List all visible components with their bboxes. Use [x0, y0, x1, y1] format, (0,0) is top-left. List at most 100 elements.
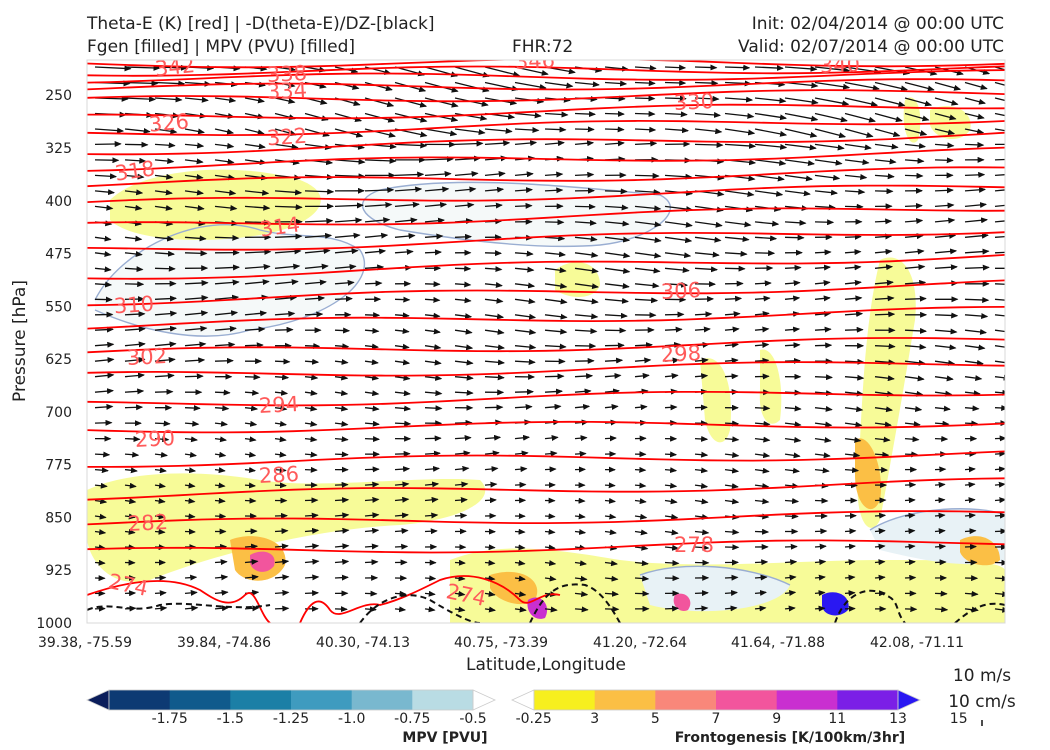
- wind-vector: [244, 482, 256, 489]
- wind-vector: [604, 220, 630, 227]
- wind-vector: [874, 248, 893, 255]
- wind-vector: [484, 313, 505, 320]
- wind-vector: [694, 95, 720, 102]
- wind-vector: [784, 65, 818, 72]
- wind-vector: [604, 140, 625, 147]
- wind-vector: [694, 236, 722, 243]
- wind-vector: [424, 281, 441, 288]
- wind-vector: [394, 328, 410, 335]
- wind-vector: [454, 606, 466, 613]
- wind-vector: [394, 527, 409, 534]
- wind-vector: [664, 127, 689, 134]
- wind-vector: [424, 201, 448, 208]
- wind-vector: [814, 528, 828, 535]
- wind-vector: [274, 233, 303, 240]
- x-axis-label: Latitude,Longitude: [466, 655, 626, 675]
- wind-vector: [304, 358, 320, 365]
- wind-vector: [424, 171, 452, 178]
- wind-vector: [244, 248, 272, 255]
- wind-vector: [424, 450, 441, 457]
- filled-region: [700, 358, 731, 443]
- wind-vector: [394, 405, 412, 412]
- wind-vector: [274, 189, 303, 196]
- wind-vector: [754, 235, 778, 242]
- wind-vector: [844, 543, 856, 550]
- wind-vector: [514, 606, 527, 613]
- theta-e-contour: [87, 231, 1005, 251]
- wind-vector: [904, 128, 928, 136]
- wind-vector: [274, 420, 287, 427]
- wind-vector: [184, 373, 204, 380]
- wind-vector: [334, 279, 355, 286]
- wind-vector: [664, 95, 687, 102]
- wind-vector: [934, 435, 949, 442]
- wind-vector: [964, 313, 989, 320]
- wind-vector: [874, 559, 886, 566]
- wind-vector: [694, 311, 713, 318]
- wind-vector: [724, 96, 754, 103]
- wind-vector: [724, 265, 746, 272]
- wind-vector: [994, 298, 1005, 301]
- wind-vector: [154, 436, 170, 443]
- wind-vector: [184, 589, 198, 596]
- wind-vector: [124, 204, 143, 211]
- wind-vector: [994, 359, 1005, 366]
- theta-e-contour: [87, 60, 1005, 69]
- wind-vector: [124, 281, 145, 288]
- wind-vector: [844, 203, 864, 210]
- wind-vector: [214, 559, 228, 566]
- wind-vector: [274, 589, 290, 596]
- wind-vector: [754, 452, 771, 459]
- wind-vector: [874, 128, 901, 138]
- colorbar-tick-label: 9: [772, 711, 781, 727]
- wind-vector: [514, 282, 536, 289]
- wind-vector: [604, 482, 616, 489]
- wind-vector: [934, 128, 956, 136]
- wind-vector: [394, 142, 428, 149]
- wind-vector: [964, 296, 990, 303]
- wind-vector: [154, 341, 177, 348]
- colorbar-tick-label: -1.5: [217, 711, 244, 727]
- wind-vector: [484, 250, 502, 257]
- wind-vector: [514, 202, 533, 209]
- wind-vector: [94, 388, 114, 395]
- wind-vector: [784, 234, 805, 241]
- wind-vector: [394, 543, 409, 550]
- wind-vector: [334, 327, 351, 334]
- wind-vector: [994, 450, 1005, 457]
- wind-vector: [844, 559, 856, 566]
- wind-vector: [484, 202, 503, 209]
- wind-vector: [154, 142, 176, 149]
- wind-vector: [394, 481, 410, 488]
- wind-vector: [514, 66, 549, 76]
- wind-vector: [574, 251, 599, 258]
- wind-vector: [184, 574, 198, 581]
- wind-vector: [694, 251, 720, 258]
- wind-vector: [634, 482, 647, 489]
- colorbar-swatch: [837, 690, 899, 710]
- colorbar-tick-label: 15: [950, 711, 968, 727]
- wind-vector: [214, 405, 230, 412]
- wind-vector: [724, 589, 738, 596]
- wind-vector: [874, 390, 895, 397]
- wind-vector: [394, 496, 410, 503]
- wind-vector: [94, 451, 111, 458]
- wind-vector: [94, 189, 115, 196]
- wind-vector: [574, 606, 589, 613]
- wind-vector: [994, 481, 1005, 488]
- wind-vector: [304, 405, 318, 412]
- wind-vector: [94, 341, 115, 348]
- wind-vector: [484, 481, 498, 488]
- wind-vector: [214, 389, 231, 396]
- title-left-line2: Fgen [filled] | MPV (PVU) [filled]: [87, 37, 356, 57]
- wind-vector: [334, 527, 350, 534]
- wind-vector: [874, 451, 890, 458]
- wind-vector: [184, 279, 209, 286]
- wind-vector: [934, 81, 962, 91]
- wind-vector: [394, 343, 410, 350]
- filled-region: [903, 97, 921, 143]
- wind-vector: [874, 421, 892, 428]
- wind-vector: [214, 205, 238, 211]
- wind-vector: [844, 311, 864, 318]
- wind-vector: [364, 128, 396, 138]
